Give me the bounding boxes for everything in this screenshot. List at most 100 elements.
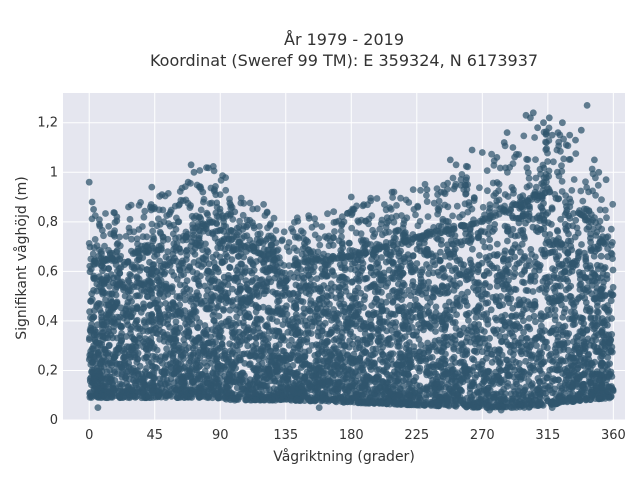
data-point — [354, 301, 362, 309]
data-point — [519, 256, 526, 264]
data-point — [252, 396, 259, 404]
data-point — [379, 276, 387, 284]
data-point — [555, 234, 562, 242]
data-point — [382, 368, 390, 376]
data-point — [378, 254, 385, 261]
data-point — [136, 384, 143, 391]
data-point — [240, 269, 248, 277]
data-point — [231, 327, 239, 335]
data-point — [571, 233, 579, 241]
data-point — [149, 329, 157, 337]
data-point — [95, 339, 103, 347]
data-point — [561, 322, 569, 330]
data-point — [190, 306, 198, 313]
data-point — [140, 280, 148, 288]
data-point — [314, 306, 321, 313]
data-point — [552, 348, 560, 356]
data-point — [372, 254, 380, 261]
data-point — [196, 282, 203, 290]
data-point — [168, 285, 176, 292]
data-point — [168, 268, 176, 275]
data-point — [531, 277, 539, 285]
data-point — [330, 271, 338, 279]
data-point — [490, 391, 498, 398]
data-point — [113, 298, 121, 306]
data-point — [235, 375, 243, 383]
data-point — [247, 352, 255, 360]
data-point — [169, 343, 177, 350]
data-point — [565, 284, 573, 292]
data-point — [152, 393, 160, 401]
data-point — [587, 230, 594, 238]
data-point — [508, 248, 515, 256]
data-point — [525, 257, 533, 265]
data-point — [368, 302, 376, 309]
data-point — [263, 278, 270, 286]
data-point — [504, 256, 511, 264]
data-point — [238, 260, 246, 268]
data-point — [440, 344, 448, 352]
data-point — [228, 395, 236, 403]
data-point — [87, 361, 95, 368]
data-point — [461, 362, 469, 369]
data-point — [544, 294, 552, 302]
data-point — [150, 345, 157, 352]
data-point — [539, 336, 546, 343]
data-point — [395, 391, 403, 399]
data-point — [149, 374, 157, 382]
data-point — [279, 347, 286, 355]
data-point — [318, 273, 325, 280]
data-point — [244, 390, 252, 398]
data-point — [209, 340, 217, 348]
data-point — [541, 382, 549, 390]
data-point — [177, 353, 185, 361]
data-point — [574, 249, 582, 256]
data-point — [383, 357, 391, 365]
data-point — [193, 300, 200, 307]
data-point — [514, 244, 522, 252]
data-point — [386, 321, 394, 329]
data-point — [540, 313, 548, 321]
data-point — [527, 246, 535, 253]
data-point — [299, 298, 307, 306]
data-point — [316, 284, 324, 291]
data-point — [482, 386, 490, 394]
data-point — [311, 352, 319, 359]
data-point — [324, 358, 332, 365]
data-point — [486, 244, 494, 251]
data-point — [333, 324, 341, 332]
data-point — [538, 284, 546, 292]
data-point — [371, 360, 378, 368]
data-point — [404, 349, 412, 357]
data-point — [592, 336, 600, 344]
data-point — [182, 320, 189, 328]
data-point — [503, 356, 511, 364]
data-point — [233, 336, 241, 344]
data-point — [348, 295, 356, 302]
data-point — [432, 375, 440, 383]
data-point — [442, 350, 449, 358]
data-point — [412, 296, 419, 303]
data-point — [98, 358, 105, 366]
data-point — [484, 299, 492, 307]
data-point — [587, 265, 594, 272]
data-point — [442, 302, 449, 310]
data-point — [354, 335, 362, 343]
data-point — [226, 263, 234, 271]
data-point — [482, 280, 489, 287]
data-point — [407, 317, 414, 325]
data-point — [485, 342, 492, 350]
data-point — [102, 350, 110, 357]
data-point — [201, 322, 209, 329]
data-point — [517, 299, 524, 306]
data-point — [171, 384, 178, 392]
data-point — [477, 326, 485, 334]
data-point — [582, 255, 589, 263]
data-point — [493, 282, 501, 290]
data-point — [568, 246, 576, 254]
data-point — [386, 335, 393, 342]
data-point — [382, 385, 389, 392]
data-point — [316, 380, 323, 387]
data-point — [359, 392, 367, 400]
